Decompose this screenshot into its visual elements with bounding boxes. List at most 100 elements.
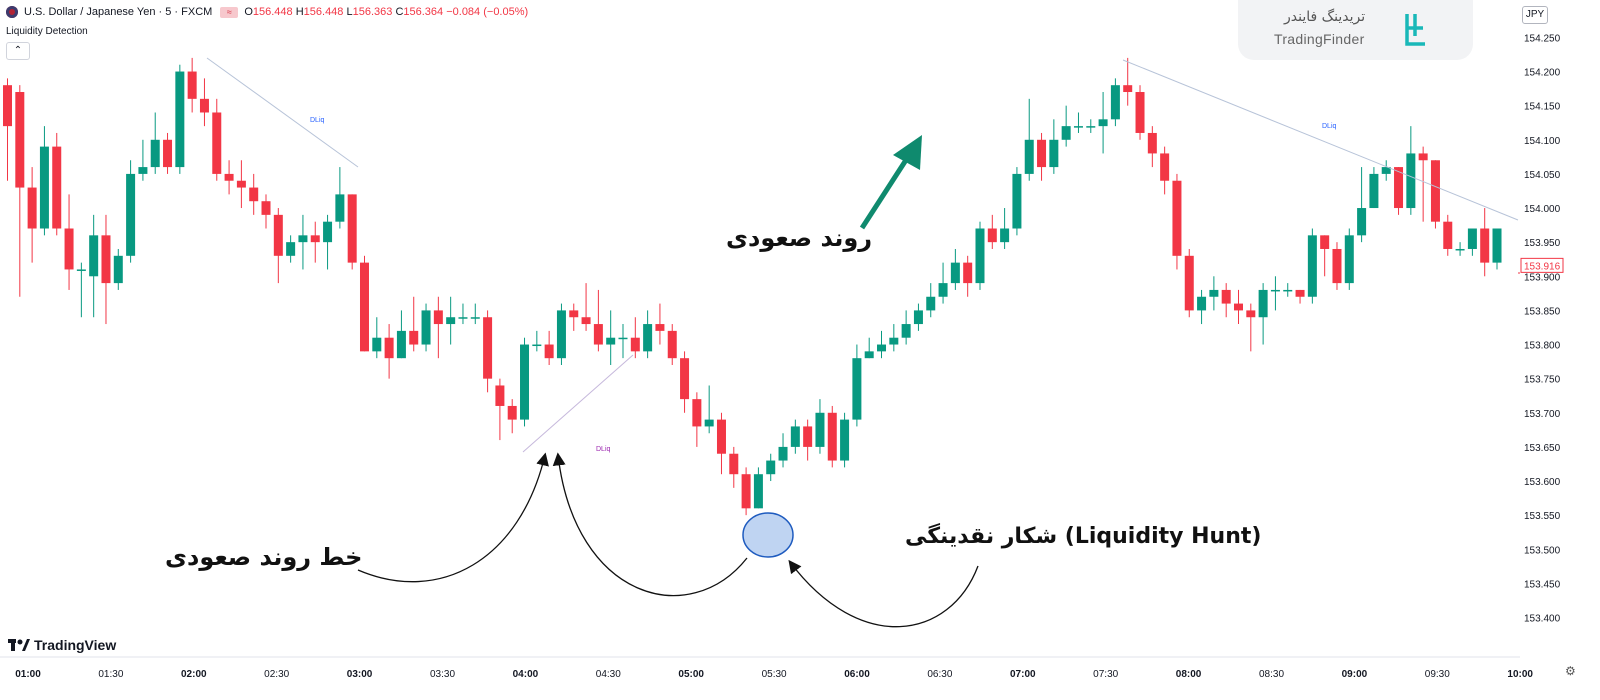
candle — [1270, 276, 1280, 311]
candle — [1098, 92, 1108, 154]
tradingview-logo[interactable]: TradingView — [8, 637, 116, 653]
candle — [1073, 112, 1083, 133]
tradingfinder-logo: تریدینگ فایندر TradingFinder — [1238, 0, 1473, 60]
candle — [1061, 105, 1071, 147]
candle — [1344, 228, 1354, 290]
uptrend-arrow — [859, 135, 922, 230]
candle — [310, 221, 320, 263]
candle — [236, 160, 246, 209]
candle — [347, 194, 357, 270]
candle — [15, 85, 25, 297]
x-tick-label: 07:00 — [1010, 669, 1036, 680]
candle — [790, 419, 800, 454]
symbol-title[interactable]: U.S. Dollar / Japanese Yen · 5 · FXCM — [24, 6, 213, 18]
candle — [433, 296, 443, 359]
indicator-name[interactable]: Liquidity Detection — [6, 26, 88, 37]
candle — [1246, 303, 1256, 352]
uptrend-line-label: خط روند صعودی — [165, 543, 363, 571]
y-tick-label: 154.000 — [1524, 204, 1561, 215]
candle — [618, 324, 628, 359]
candle — [840, 412, 850, 468]
candle — [507, 399, 517, 434]
candle — [753, 467, 763, 509]
candle — [864, 337, 874, 359]
candle — [766, 453, 776, 482]
compare-icon[interactable]: ≈ — [220, 6, 239, 18]
candle — [1418, 146, 1428, 222]
candle — [704, 385, 714, 434]
candle — [938, 262, 948, 304]
candle — [1197, 289, 1207, 325]
candle — [224, 160, 234, 195]
candle — [778, 433, 788, 468]
x-tick-label: 05:30 — [762, 669, 787, 680]
x-tick-label: 06:00 — [844, 669, 870, 680]
x-tick-label: 07:30 — [1093, 669, 1118, 680]
candles-layer — [3, 57, 1502, 516]
y-tick-label: 153.800 — [1524, 341, 1561, 352]
candle — [323, 214, 333, 270]
candle — [593, 289, 603, 352]
candle — [1467, 228, 1477, 256]
candle — [101, 214, 111, 325]
candle — [1480, 208, 1490, 277]
last-price-label: 153.916 — [1524, 261, 1561, 272]
candle — [421, 303, 431, 352]
x-tick-label: 08:00 — [1176, 669, 1202, 680]
candle — [483, 310, 493, 393]
candle — [384, 324, 394, 379]
candle — [1406, 126, 1416, 215]
candle — [1049, 119, 1059, 174]
chevron-up-icon[interactable]: ⌃ — [6, 42, 30, 60]
candle — [1307, 228, 1317, 304]
candle — [187, 57, 197, 113]
x-tick-label: 02:30 — [264, 669, 289, 680]
candle — [52, 132, 62, 236]
y-tick-label: 153.450 — [1524, 579, 1561, 590]
candle — [532, 330, 542, 352]
liquidity-hunt-ellipse — [742, 512, 794, 558]
candle — [150, 112, 160, 174]
dliq-line-3 — [1122, 59, 1519, 221]
candle — [716, 412, 726, 475]
candle — [1443, 214, 1453, 256]
y-tick-label: 153.650 — [1524, 443, 1561, 454]
currency-button[interactable]: JPY — [1522, 6, 1548, 24]
candle — [815, 399, 825, 454]
x-tick-label: 03:00 — [347, 669, 373, 680]
price-axis[interactable]: 154.250 154.200 154.150 154.100 154.050 154.0… — [1520, 33, 1564, 625]
uptrend-label: روند صعودی — [726, 224, 873, 252]
candle — [372, 317, 382, 359]
x-tick-label: 09:00 — [1342, 669, 1368, 680]
y-tick-label: 153.500 — [1524, 545, 1561, 556]
candle — [963, 255, 973, 297]
candle — [630, 317, 640, 359]
usd-flag-icon — [6, 6, 18, 18]
x-tick-label: 10:00 — [1507, 669, 1533, 680]
candle — [1172, 173, 1182, 270]
candle — [987, 214, 997, 249]
y-tick-label: 154.150 — [1524, 102, 1561, 113]
candle — [163, 132, 173, 174]
candle — [889, 324, 899, 352]
candle — [1110, 78, 1120, 127]
candle — [1455, 242, 1465, 256]
candle — [335, 167, 345, 229]
candle — [1086, 119, 1096, 133]
y-tick-label: 153.750 — [1524, 375, 1561, 386]
candle — [1135, 85, 1145, 140]
dliq-label-3: DLiq — [1322, 123, 1337, 130]
y-tick-label: 153.850 — [1524, 306, 1561, 317]
curve-arrow-3 — [788, 559, 979, 628]
candle — [1209, 276, 1219, 311]
gear-icon[interactable]: ⚙ — [1565, 664, 1576, 678]
candle — [803, 419, 813, 461]
dliq-line-1 — [206, 57, 359, 168]
candle — [1283, 283, 1293, 297]
price-change: −0.084 (−0.05%) — [446, 6, 529, 18]
time-axis[interactable]: 01:00 01:30 02:00 02:30 03:00 03:30 04:00 04:30… — [0, 656, 1533, 680]
candle — [606, 310, 616, 366]
candle — [64, 194, 74, 290]
curve-arrow-1 — [357, 452, 549, 583]
